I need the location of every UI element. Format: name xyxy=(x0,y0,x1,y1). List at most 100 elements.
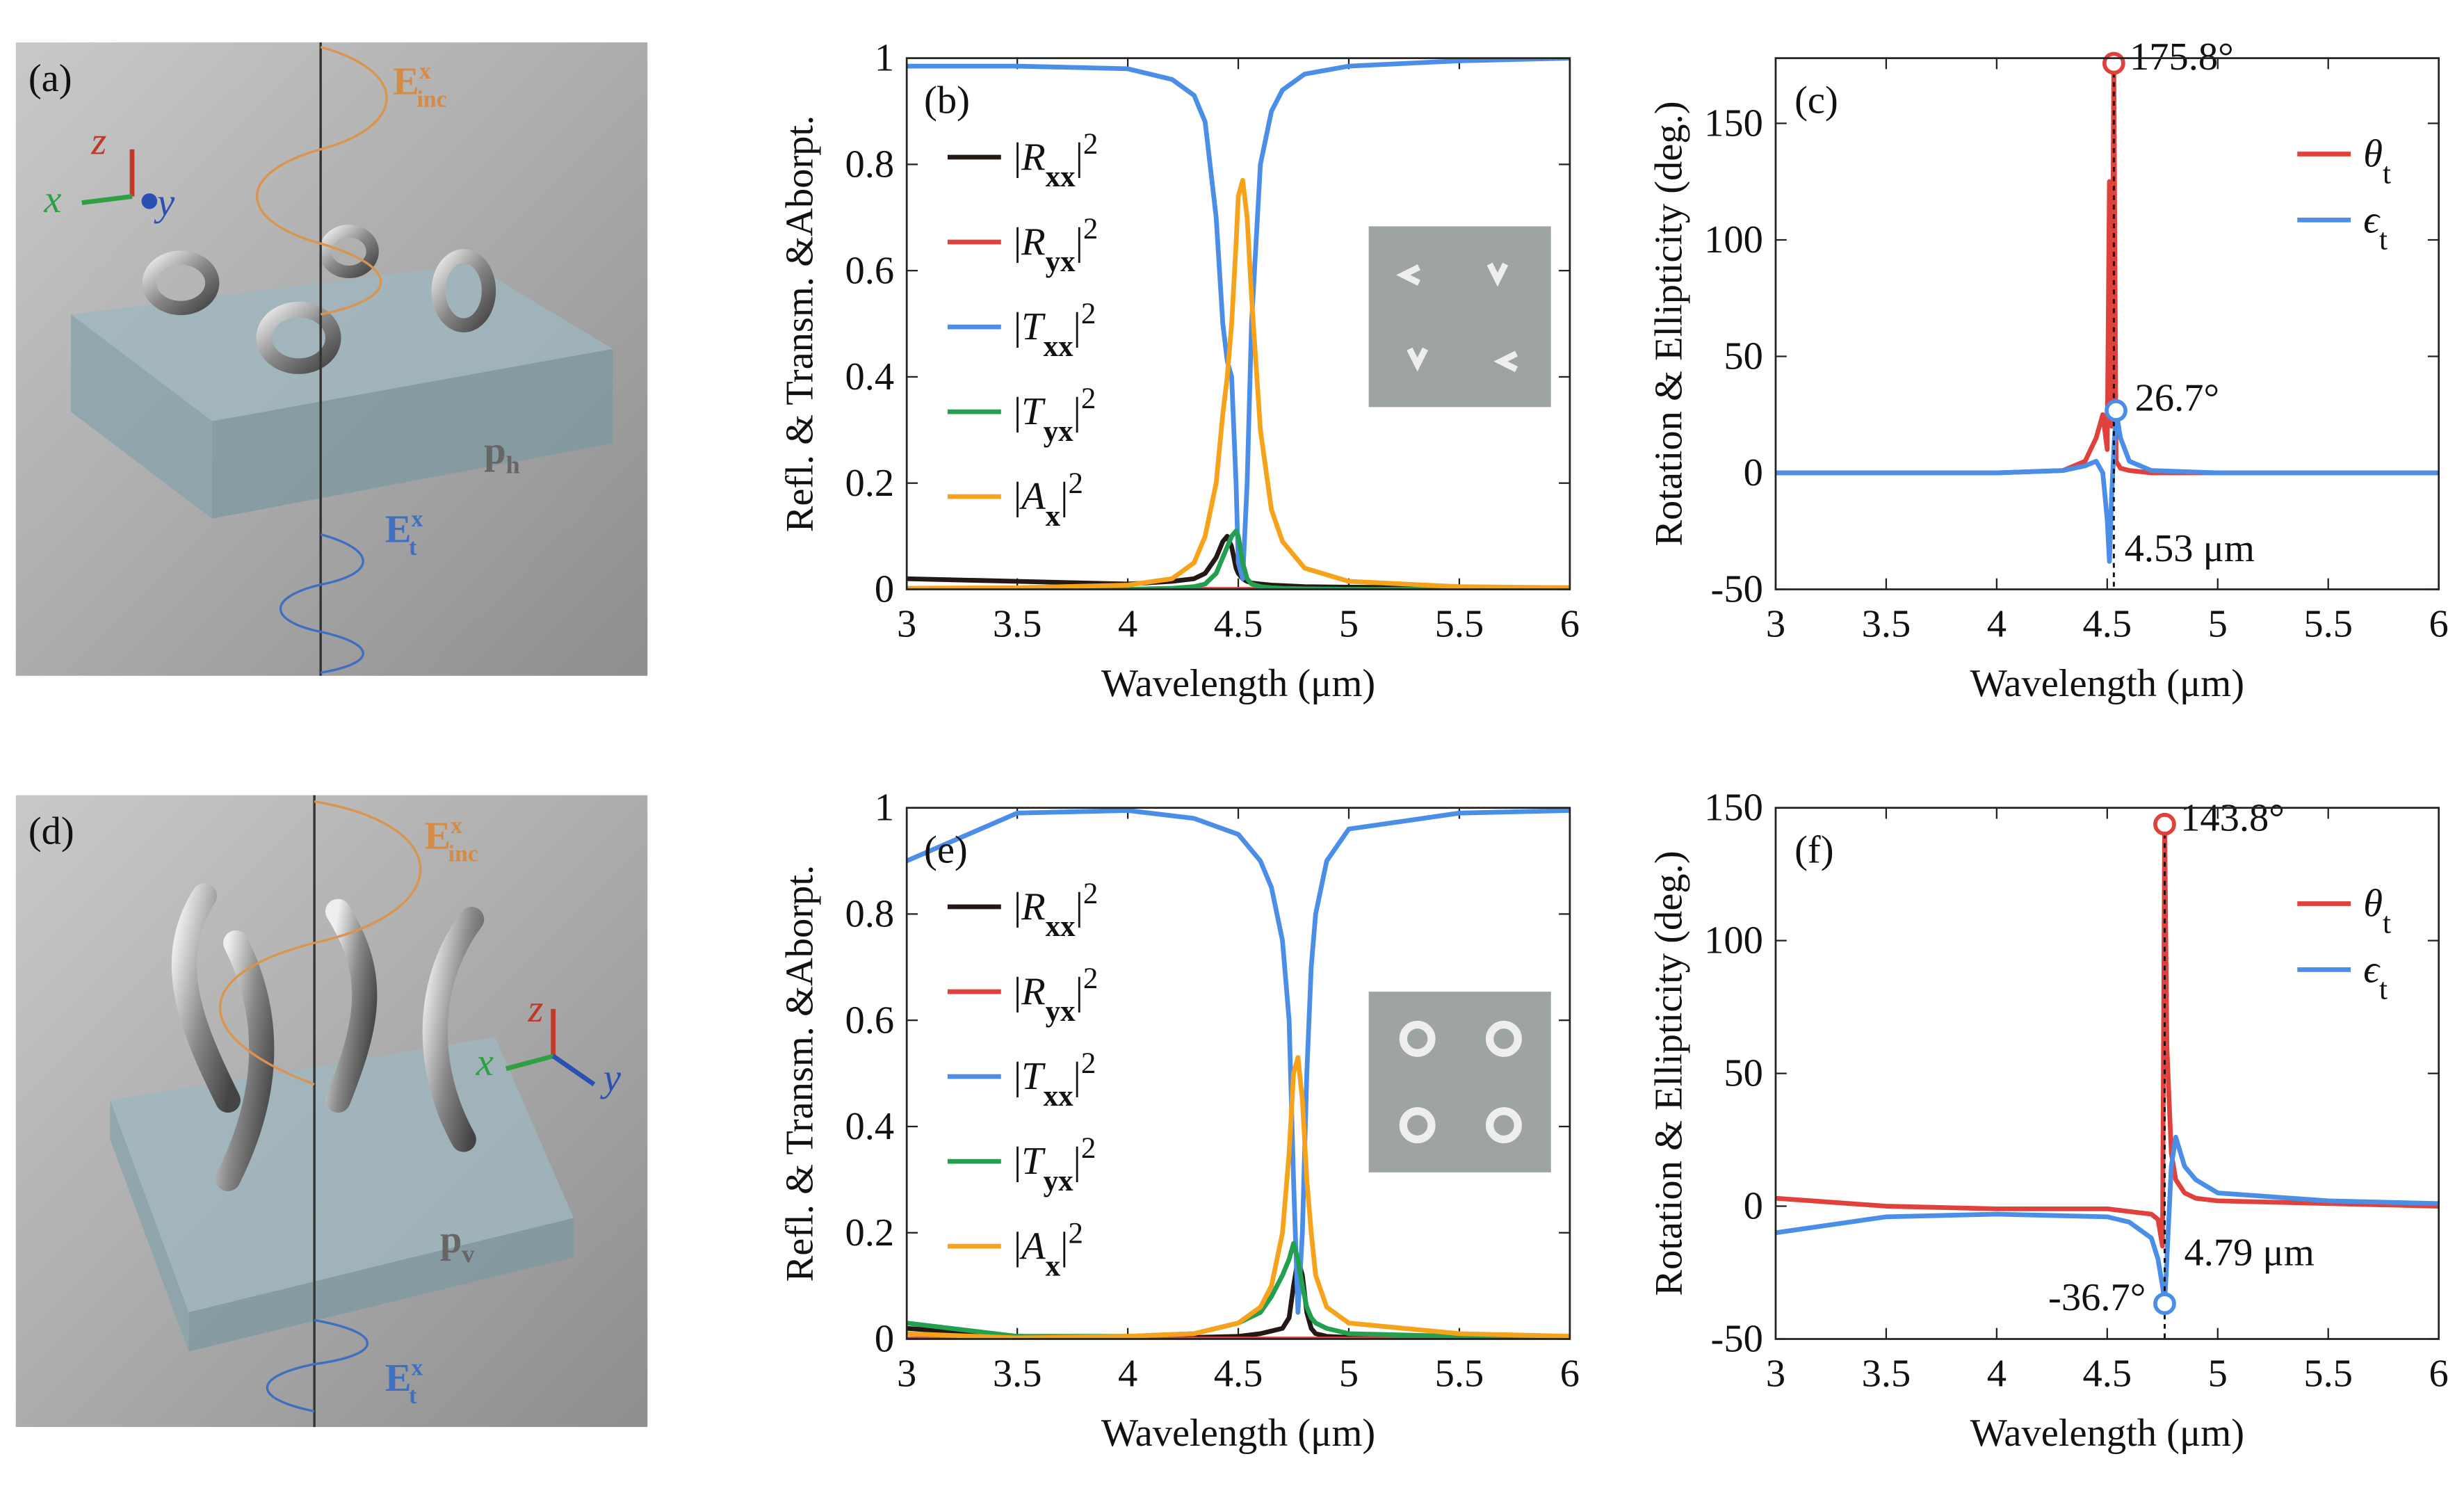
label-base: E xyxy=(424,814,451,857)
inset-e xyxy=(1368,992,1551,1172)
x-tick-label: 5 xyxy=(2208,602,2228,645)
label-base: p xyxy=(440,1218,462,1261)
x-axis-label: Wavelength (μm) xyxy=(1101,1412,1375,1455)
y-tick-label: 0.6 xyxy=(845,249,894,292)
y-tick-label: 0.2 xyxy=(845,1211,894,1254)
label-sub: t xyxy=(409,535,417,560)
axis-letter: x xyxy=(476,1041,494,1084)
label-sub: v xyxy=(462,1240,475,1268)
x-tick-label: 5.5 xyxy=(2303,602,2353,645)
plot-0: 3 3.5 4 4.5 5 5.5 6 0 0.2 0.4 0.6 0.8 1 |Rxx|2 |Ryx|2 |… xyxy=(779,37,1580,705)
panel-label: (a) xyxy=(29,57,72,100)
legend-label: |Ax|2 xyxy=(1014,1217,1083,1282)
y-tick-label: 50 xyxy=(1724,1052,1763,1095)
panel-label: (f) xyxy=(1794,829,1833,872)
label-base: p xyxy=(484,430,505,473)
x-axis-label: Wavelength (μm) xyxy=(1970,662,2244,705)
panel-label: (e) xyxy=(924,829,968,872)
vline-label: 4.79 μm xyxy=(2185,1231,2315,1274)
legend-label: |Tyx|2 xyxy=(1014,1132,1096,1197)
y-tick-label: 0.6 xyxy=(845,999,894,1042)
y-tick-label: 0.8 xyxy=(845,892,894,935)
x-axis-label: Wavelength (μm) xyxy=(1101,662,1375,705)
vline-label: 4.53 μm xyxy=(2125,527,2255,570)
plot-1: 3 3.5 4 4.5 5 5.5 6 -50 0 50 100 150 θt ϵt 4.53 μm 175.… xyxy=(1647,35,2448,705)
x-tick-label: 3 xyxy=(897,1352,916,1395)
y-axis-label: Refl. & Transm. &Aborpt. xyxy=(779,115,822,533)
panel-label: (c) xyxy=(1794,79,1838,122)
x-tick-label: 4.5 xyxy=(2083,602,2132,645)
series-line xyxy=(907,808,1570,1315)
y-tick-label: 0 xyxy=(875,568,894,611)
x-tick-label: 4 xyxy=(1118,602,1137,645)
label-sub: t xyxy=(409,1383,417,1409)
x-tick-label: 6 xyxy=(1560,1352,1580,1395)
y-tick-label: 100 xyxy=(1704,919,1763,962)
y-tick-label: -50 xyxy=(1711,1318,1763,1361)
x-tick-label: 6 xyxy=(2429,1352,2449,1395)
legend-label: |Ax|2 xyxy=(1014,467,1083,533)
y-axis-label: Rotation & Ellipticity (deg.) xyxy=(1647,101,1690,546)
x-tick-label: 4.5 xyxy=(1214,602,1263,645)
legend-label: |Txx|2 xyxy=(1014,1047,1096,1113)
x-tick-label: 4.5 xyxy=(2083,1352,2132,1395)
panel-label: (d) xyxy=(29,810,74,853)
x-tick-label: 3 xyxy=(897,602,916,645)
marker-label: -36.7° xyxy=(2048,1276,2146,1319)
series-line xyxy=(1775,408,2439,564)
x-tick-label: 5 xyxy=(1339,602,1359,645)
x-tick-label: 3.5 xyxy=(993,602,1042,645)
marker xyxy=(2153,1292,2176,1316)
axis-letter: z xyxy=(528,987,544,1031)
axis-letter: x xyxy=(43,178,61,221)
series-line xyxy=(907,177,1570,590)
x-tick-label: 5.5 xyxy=(1435,602,1484,645)
field-label: Ex t xyxy=(385,1355,423,1410)
x-tick-label: 4.5 xyxy=(1214,1352,1263,1395)
y-tick-label: 0.4 xyxy=(845,355,894,398)
axis-letter: y xyxy=(600,1056,622,1099)
legend-label: |Ryx|2 xyxy=(1014,213,1099,278)
x-tick-label: 4 xyxy=(1118,1352,1137,1395)
label-sup: x xyxy=(451,813,462,839)
axes-frame xyxy=(905,807,1571,1340)
marker xyxy=(2102,51,2125,75)
x-tick-label: 6 xyxy=(2429,602,2449,645)
label-base: E xyxy=(393,60,419,104)
series-line xyxy=(907,58,1570,581)
y-tick-label: 1 xyxy=(875,786,894,830)
field-label: Ex inc xyxy=(424,813,478,867)
illustration-d xyxy=(15,795,648,1428)
illustration-a xyxy=(15,42,648,676)
field-label: ph xyxy=(484,430,520,479)
legend-label: |Txx|2 xyxy=(1014,298,1096,363)
y-axis-label: Rotation & Ellipticity (deg.) xyxy=(1647,850,1690,1296)
axes-frame xyxy=(1774,57,2440,590)
label-base: E xyxy=(385,508,412,551)
y-tick-label: 0.4 xyxy=(845,1105,894,1148)
axes-frame xyxy=(1774,807,2440,1340)
y-tick-label: 0.2 xyxy=(845,462,894,505)
axis-letter: z xyxy=(90,120,106,163)
field-label: pv xyxy=(440,1218,475,1268)
legend-label: |Tyx|2 xyxy=(1014,382,1096,448)
x-tick-label: 6 xyxy=(1560,602,1580,645)
series-line xyxy=(907,1257,1570,1339)
legend-label: |Rxx|2 xyxy=(1014,878,1099,943)
legend-label: ϵt xyxy=(2363,198,2388,256)
x-tick-label: 3.5 xyxy=(1862,1352,1911,1395)
plot-3: 3 3.5 4 4.5 5 5.5 6 -50 0 50 100 150 θt ϵt 4.79 μm 143.… xyxy=(1647,786,2448,1455)
legend-label: ϵt xyxy=(2363,949,2388,1006)
y-tick-label: 50 xyxy=(1724,335,1763,378)
plot-2: 3 3.5 4 4.5 5 5.5 6 0 0.2 0.4 0.6 0.8 1 |Rxx|2 |Ryx|2 |… xyxy=(779,786,1580,1455)
label-sup: x xyxy=(412,506,423,532)
x-axis-label: Wavelength (μm) xyxy=(1970,1412,2244,1455)
y-tick-label: 1 xyxy=(875,37,894,80)
legend-label: θt xyxy=(2363,882,2391,940)
y-tick-label: -50 xyxy=(1711,568,1763,611)
marker-label: 175.8° xyxy=(2130,35,2234,79)
label-sup: x xyxy=(419,58,431,84)
y-axis-label: Refl. & Transm. &Aborpt. xyxy=(779,865,822,1282)
x-tick-label: 3 xyxy=(1766,1352,1785,1395)
